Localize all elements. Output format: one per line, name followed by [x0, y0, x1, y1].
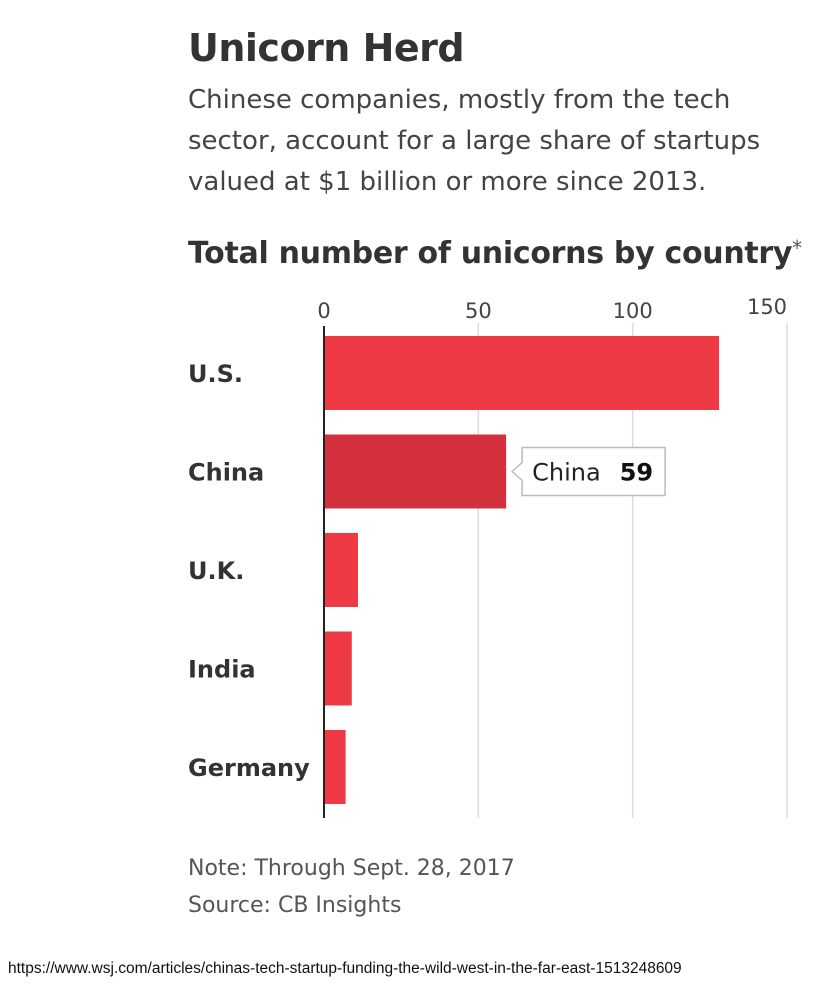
chart-title-text: Total number of unicorns by country: [188, 236, 793, 271]
bar-india: [324, 631, 352, 706]
bar-china: [324, 434, 507, 509]
page-title: Unicorn Herd: [188, 26, 465, 70]
tooltip-value: 59: [620, 459, 653, 487]
source-url: https://www.wsj.com/articles/chinas-tech…: [8, 960, 682, 977]
x-tick-label: 100: [613, 299, 653, 323]
category-label: Germany: [188, 754, 310, 782]
page-subtitle: Chinese companies, mostly from the tech …: [188, 85, 761, 197]
x-tick-label: 50: [465, 299, 492, 323]
tooltip-box: [510, 446, 666, 497]
category-label: China: [188, 459, 264, 487]
chart-note: Note: Through Sept. 28, 2017: [188, 856, 515, 881]
x-tick-label: 0: [317, 299, 330, 323]
bar-u-k: [324, 533, 358, 607]
tooltip-label: China: [532, 459, 601, 487]
category-label: U.K.: [188, 557, 244, 585]
chart-title-asterisk: *: [792, 236, 802, 260]
bar-u-s: [324, 336, 720, 410]
chart-title: Total number of unicorns by country*: [188, 236, 802, 271]
bar-germany: [324, 730, 346, 804]
category-label: India: [188, 656, 256, 684]
bar-chart: 0 50 100 150 U.S. China U.K. India Germany China 5…: [188, 295, 788, 818]
x-tick-label: 150: [747, 295, 787, 319]
category-label: U.S.: [188, 360, 243, 388]
chart-source: Source: CB Insights: [188, 893, 402, 918]
